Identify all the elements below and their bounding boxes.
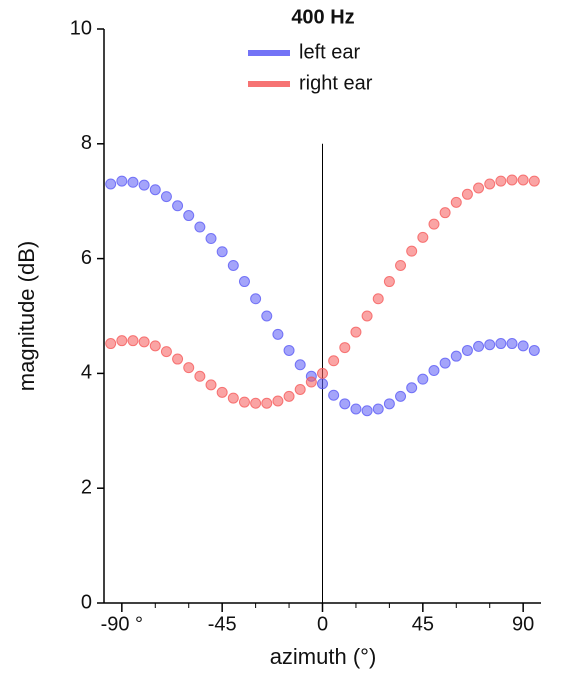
data-point (439, 357, 451, 369)
legend-label: right ear (299, 72, 373, 94)
data-point (127, 335, 139, 347)
data-point (294, 383, 306, 395)
data-point (227, 392, 239, 404)
data-point (238, 396, 250, 408)
data-point (461, 188, 473, 200)
data-point (428, 218, 440, 230)
x-tick-label: 45 (412, 613, 434, 635)
data-point (317, 378, 328, 390)
data-point (383, 276, 395, 288)
data-point (328, 355, 340, 367)
data-point (160, 191, 172, 203)
data-point (261, 310, 273, 322)
data-point (127, 176, 139, 188)
y-axis-label: magnitude (dB) (14, 241, 39, 391)
data-point (183, 362, 195, 374)
data-point (250, 397, 262, 409)
data-point (339, 342, 351, 354)
data-point (506, 338, 518, 350)
data-point (160, 346, 172, 358)
data-point (495, 338, 507, 350)
y-tick-label: 0 (81, 591, 92, 613)
data-point (406, 245, 418, 257)
data-point (272, 328, 284, 340)
chart-title: 400 Hz (291, 6, 354, 28)
x-tick-label: 0 (317, 613, 328, 635)
data-point (105, 338, 117, 350)
y-tick-label: 10 (70, 17, 92, 39)
data-point (205, 233, 217, 245)
data-point (517, 340, 529, 352)
x-tick-label: -45 (208, 613, 237, 635)
data-point (328, 389, 340, 401)
data-point (528, 344, 540, 356)
data-point (205, 379, 217, 391)
legend-label: left ear (299, 41, 360, 63)
data-point (149, 184, 161, 196)
data-point (395, 259, 407, 271)
data-point (194, 370, 206, 382)
data-point (372, 293, 384, 305)
data-point (216, 386, 228, 398)
data-point (450, 196, 462, 208)
data-point (528, 175, 540, 187)
data-point (283, 390, 295, 402)
data-point (350, 403, 362, 415)
data-point (227, 259, 239, 271)
data-point (361, 310, 373, 322)
data-point (238, 276, 250, 288)
data-point (172, 200, 184, 212)
x-tick-label: -90 ° (101, 613, 143, 635)
data-point (216, 246, 228, 258)
data-point (305, 376, 317, 388)
data-point (261, 397, 273, 409)
data-point (484, 178, 496, 190)
data-point (406, 382, 418, 394)
data-point (473, 340, 485, 352)
data-point (283, 344, 295, 356)
data-point (317, 367, 328, 379)
data-point (250, 293, 262, 305)
data-point (517, 174, 529, 186)
data-point (395, 390, 407, 402)
data-point (417, 231, 429, 243)
data-point (473, 182, 485, 194)
y-tick-label: 4 (81, 362, 92, 384)
y-tick-label: 2 (81, 476, 92, 498)
data-point (172, 353, 184, 365)
data-point (194, 221, 206, 233)
y-tick-label: 8 (81, 132, 92, 154)
data-point (105, 178, 117, 190)
data-point (484, 339, 496, 351)
data-point (350, 326, 362, 338)
data-point (116, 335, 128, 347)
x-axis-label: azimuth (°) (270, 644, 377, 669)
data-point (450, 350, 462, 362)
data-point (361, 405, 373, 417)
data-point (272, 395, 284, 407)
data-point (294, 359, 306, 371)
data-point (138, 336, 150, 348)
data-point (439, 207, 451, 219)
data-point (339, 398, 351, 410)
data-point (495, 175, 507, 187)
y-tick-label: 6 (81, 247, 92, 269)
data-point (428, 365, 440, 377)
data-point (116, 175, 128, 187)
data-point (149, 340, 161, 352)
data-point (417, 373, 429, 385)
data-point (506, 174, 518, 186)
x-tick-label: 90 (512, 613, 534, 635)
data-point (372, 403, 384, 415)
data-point (461, 344, 473, 356)
data-point (383, 398, 395, 410)
data-point (183, 210, 195, 222)
data-point (138, 179, 150, 191)
